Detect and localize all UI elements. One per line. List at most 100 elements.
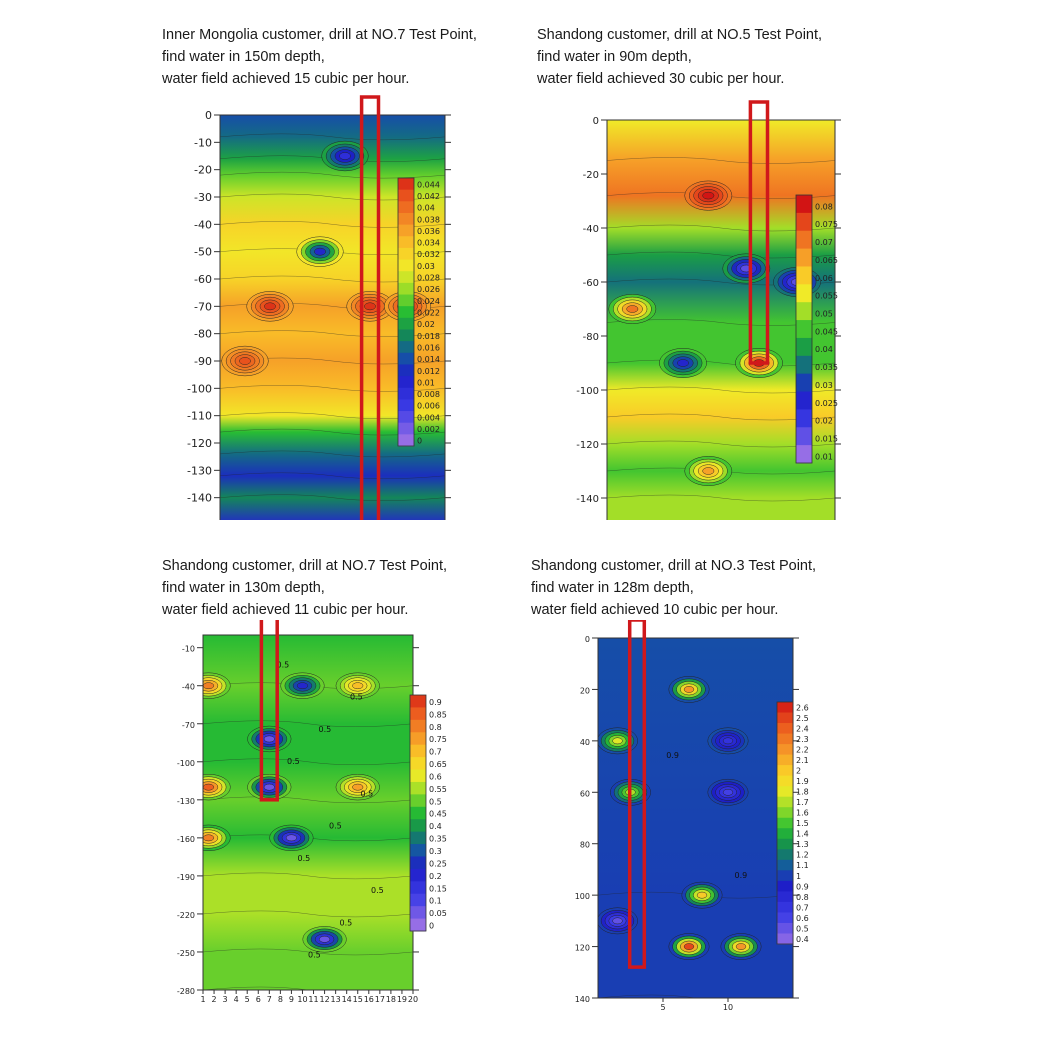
chart-2-contour-line: [607, 157, 835, 164]
chart-3-colorbar-label: 0.45: [429, 810, 447, 819]
chart-1-anomaly: [246, 291, 294, 322]
chart-4-colorbar-label: 1.7: [796, 798, 809, 807]
chart-3-y-tick-label: -40: [182, 683, 195, 692]
chart-4-colorbar-frame: [776, 701, 794, 945]
chart-3-anomaly: [203, 773, 231, 801]
chart-3-contour-label: 0.5: [287, 757, 300, 766]
chart-3-anomaly-ring: [203, 682, 215, 690]
chart-2-colorbar-swatch: [796, 302, 812, 321]
chart-3-contour-label: 0.5: [329, 822, 342, 831]
chart-4-y-tick-label: 40: [580, 738, 590, 747]
chart-1-colorbar-swatch: [398, 212, 414, 226]
chart-2-caption-line-1: Shandong customer, drill at NO.5 Test Po…: [537, 27, 823, 43]
chart-2-y-tick-label: -20: [583, 170, 599, 181]
chart-2-colorbar-swatch: [796, 320, 812, 339]
chart-1-colorbar-label: 0.012: [417, 367, 440, 376]
chart-2-y-tick-label: -60: [583, 278, 599, 289]
chart-4-anomaly-ring: [683, 686, 695, 693]
chart-3-contour-line: [203, 986, 413, 990]
chart-1-y-tick-label: -70: [194, 300, 212, 313]
chart-3-anomaly-ring: [203, 834, 215, 842]
chart-4-y-tick-label: 20: [580, 686, 590, 695]
chart-3-y-tick-label: -70: [182, 721, 195, 730]
chart-4-y-tick-label: 100: [575, 892, 590, 901]
chart-4-colorbar-swatch: [777, 838, 793, 850]
chart-2-anomaly-ring: [677, 359, 689, 367]
chart-4-colorbar-swatch: [777, 870, 793, 882]
chart-1-contour-line: [220, 494, 445, 501]
chart-3-x-tick-label: 10: [297, 995, 307, 1004]
chart-1-colorbar-swatch: [398, 294, 414, 307]
chart-1-colorbar-label: 0.01: [417, 378, 435, 387]
chart-4-colorbar-swatch: [777, 723, 793, 735]
chart-4-anomaly: [681, 881, 723, 909]
chart-4-y-tick-label: 120: [575, 944, 590, 953]
chart-3-contour-line: [203, 872, 413, 880]
chart-4-colorbar-swatch: [777, 786, 793, 798]
chart-3-caption-line-1: Shandong customer, drill at NO.7 Test Po…: [162, 558, 448, 574]
chart-2-colorbar-swatch: [796, 230, 812, 250]
chart-2-anomaly: [722, 253, 771, 284]
chart-3-anomaly: [203, 824, 231, 852]
chart-3-x-tick-label: 7: [267, 995, 272, 1004]
chart-4-anomaly: [720, 933, 762, 960]
chart-4-anomaly-ring: [612, 917, 623, 925]
chart-2-caption: Shandong customer, drill at NO.5 Test Po…: [537, 24, 822, 90]
chart-3-colorbar-swatch: [410, 732, 426, 746]
chart-4-colorbar-label: 2.2: [796, 746, 809, 755]
chart-4-colorbar-swatch: [777, 702, 793, 714]
chart-3-contour-label: 0.5: [340, 918, 353, 927]
chart-3-colorbar-label: 0.65: [429, 760, 447, 769]
chart-4-anomaly: [598, 907, 638, 935]
chart-3-anomaly: [335, 773, 380, 801]
chart-3-colorbar-swatch: [410, 918, 426, 932]
chart-4-colorbar-swatch: [777, 775, 793, 787]
chart-2-colorbar-label: 0.065: [815, 256, 838, 265]
chart-3-x-tick-label: 6: [256, 995, 261, 1004]
chart-4-colorbar-swatch: [777, 744, 793, 756]
chart-1-colorbar-label: 0.028: [417, 274, 440, 283]
chart-2-caption-line-2: find water in 90m depth,: [537, 49, 692, 65]
chart-3-y-tick-label: -160: [177, 835, 195, 844]
chart-1-colorbar-swatch: [398, 376, 414, 389]
chart-3-drill-marker: [259, 620, 279, 802]
chart-3-caption: Shandong customer, drill at NO.7 Test Po…: [162, 555, 447, 621]
chart-1-y-tick-label: -110: [187, 410, 212, 423]
chart-1-caption-line-2: find water in 150m depth,: [162, 49, 325, 65]
chart-4-anomaly: [668, 676, 710, 703]
chart-3-anomaly: [247, 725, 292, 753]
chart-4-anomaly-ring: [696, 891, 708, 899]
chart-4-colorbar-label: 1.9: [796, 777, 809, 786]
chart-2-contour-line: [607, 494, 835, 502]
chart-3-anomaly: [302, 926, 347, 953]
chart-4-colorbar-label: 0.7: [796, 903, 809, 912]
chart-1-colorbar-label: 0.018: [417, 332, 440, 341]
chart-1-y-tick-label: -100: [187, 382, 212, 395]
chart-2-anomaly: [659, 348, 707, 378]
chart-3-colorbar-swatch: [410, 906, 426, 920]
chart-4-caption-line-3: water field achieved 10 cubic per hour.: [531, 602, 779, 618]
chart-4-colorbar-label: 0.4: [796, 935, 809, 944]
chart-4-anomaly: [707, 727, 749, 755]
chart-4-colorbar-swatch: [777, 933, 793, 945]
chart-1-caption-line-3: water field achieved 15 cubic per hour.: [162, 71, 410, 87]
chart-2-colorbar-swatch: [796, 337, 812, 357]
chart-4-colorbar-label: 1: [796, 872, 801, 881]
chart-4-x-tick-label: 10: [723, 1003, 733, 1012]
chart-4-anomaly-ring: [722, 788, 734, 796]
chart-2-colorbar-label: 0.075: [815, 220, 838, 229]
chart-2-colorbar-swatch: [796, 373, 812, 393]
chart-2-colorbar-frame: [795, 194, 813, 464]
chart-1-y-tick-label: 0: [205, 109, 212, 122]
chart-4-anomaly-ring: [735, 943, 747, 950]
chart-3-colorbar-label: 0.2: [429, 872, 442, 881]
chart-3-anomaly-ring: [263, 735, 275, 743]
chart-3-colorbar-swatch: [410, 856, 426, 870]
chart-4-colorbar-label: 0.8: [796, 893, 809, 902]
chart-3-colorbar-swatch: [410, 868, 426, 882]
chart-1-y-tick-label: -20: [194, 164, 212, 177]
chart-3-y-tick-label: -10: [182, 645, 195, 654]
chart-1-colorbar-label: 0.008: [417, 390, 440, 399]
chart-1-colorbar-label: 0.016: [417, 343, 440, 352]
chart-2-y-tick-label: -80: [583, 332, 599, 343]
